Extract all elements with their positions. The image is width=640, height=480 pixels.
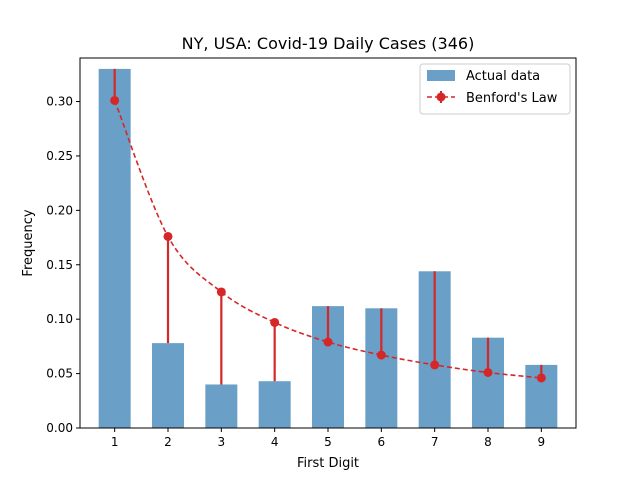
x-tick-label: 4 xyxy=(271,435,279,449)
y-tick-label: 0.05 xyxy=(46,367,73,381)
x-tick-label: 2 xyxy=(164,435,172,449)
benford-point-4 xyxy=(270,317,280,327)
legend: Actual data Benford's Law xyxy=(419,63,571,115)
bar-1 xyxy=(98,68,131,428)
legend-box xyxy=(419,63,571,115)
benford-point-6 xyxy=(376,350,386,360)
y-tick-label: 0.00 xyxy=(46,421,73,435)
x-tick-label: 7 xyxy=(431,435,439,449)
y-tick-label: 0.20 xyxy=(46,203,73,217)
bar-layer xyxy=(98,68,558,428)
x-axis-label: First Digit xyxy=(297,456,359,471)
benford-point-8 xyxy=(483,368,493,377)
bar-3 xyxy=(205,384,238,428)
y-axis-label: Frequency xyxy=(21,209,36,276)
benford-point-2 xyxy=(163,231,173,241)
y-axis: 0.00 0.05 0.10 0.15 0.20 0.25 0.30 xyxy=(46,95,80,435)
x-tick-label: 8 xyxy=(484,435,492,449)
legend-label-benford: Benford's Law xyxy=(466,91,558,106)
y-tick-label: 0.30 xyxy=(46,95,73,109)
x-tick-label: 6 xyxy=(378,435,386,449)
x-axis: 1 2 3 4 5 6 7 8 9 xyxy=(111,428,545,449)
benford-point-3 xyxy=(216,287,226,297)
benford-point-9 xyxy=(536,373,546,383)
x-tick-label: 3 xyxy=(218,435,226,449)
benford-point-1 xyxy=(110,95,120,105)
legend-swatch-actual xyxy=(427,70,455,81)
legend-marker-benford xyxy=(436,92,446,102)
x-tick-label: 5 xyxy=(324,435,332,449)
bar-4 xyxy=(258,381,291,428)
x-tick-label: 9 xyxy=(538,435,546,449)
legend-label-actual: Actual data xyxy=(466,69,540,84)
benford-point-7 xyxy=(430,360,440,370)
x-tick-label: 1 xyxy=(111,435,119,449)
y-tick-label: 0.15 xyxy=(46,258,73,272)
benford-point-5 xyxy=(323,337,333,347)
benford-layer xyxy=(110,68,546,385)
bar-2 xyxy=(152,343,184,428)
y-tick-label: 0.10 xyxy=(46,312,73,326)
chart-title: NY, USA: Covid-19 Daily Cases (346) xyxy=(182,34,475,53)
y-tick-label: 0.25 xyxy=(46,149,73,163)
